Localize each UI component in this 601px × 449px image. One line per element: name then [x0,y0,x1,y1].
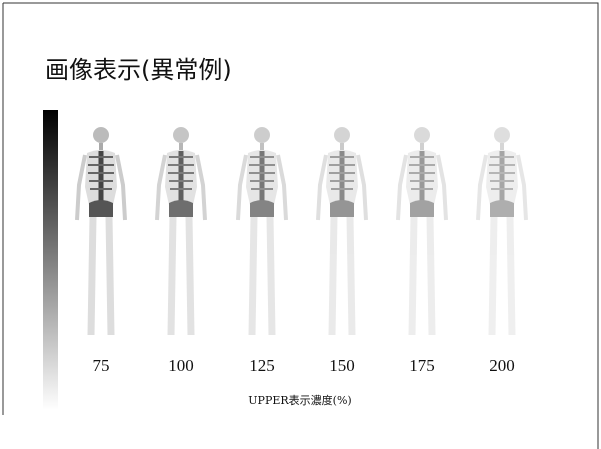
intensity-bar [43,110,58,410]
scan-image [77,127,125,335]
page: {"title": "画像表示(異常例)", "panels": [{"labe… [0,0,601,449]
panel-label: 175 [409,356,435,375]
panel-label: 150 [329,356,355,375]
scan-image [318,127,366,335]
slide: 画像表示(異常例) 75 100 125 150 175 200 UPPER表示濃度(%) [0,0,601,449]
slide-title: 画像表示(異常例) [45,56,232,84]
scan-image [157,127,205,335]
panel-label: 100 [168,356,194,375]
scan-image [238,127,286,335]
panel-label: 75 [93,356,110,375]
scan-image [478,127,526,335]
panel-label: 125 [249,356,275,375]
panels: 75 100 125 150 175 200 [77,127,526,375]
panel-label: 200 [489,356,515,375]
caption: UPPER表示濃度(%) [248,393,351,407]
scan-image [398,127,446,335]
